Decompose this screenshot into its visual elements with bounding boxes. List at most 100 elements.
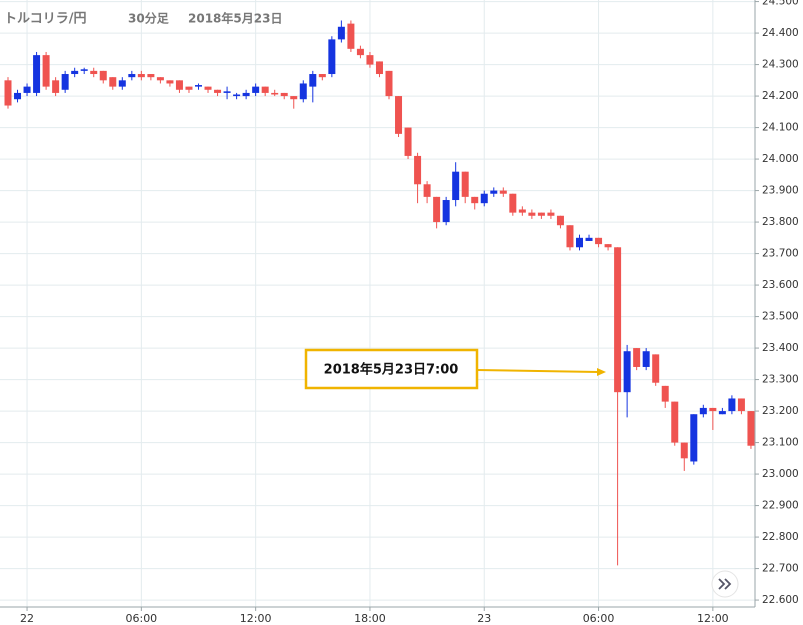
candle-body (737, 398, 745, 412)
y-tick-label: 23.500 (762, 311, 799, 323)
candle-body (299, 83, 307, 100)
candle-body (328, 39, 336, 75)
candle-body (614, 247, 622, 393)
annotation-arrow (476, 369, 599, 373)
candle-body (280, 92, 288, 97)
y-tick-label: 24.200 (762, 90, 799, 102)
interval: 30分足 (128, 11, 169, 26)
candle-body (223, 91, 231, 93)
candle-body (214, 89, 222, 93)
candle-body (471, 196, 479, 204)
candle-body (137, 74, 145, 78)
candle-body (290, 96, 298, 100)
candle-body (356, 48, 364, 56)
candle-body (118, 80, 126, 87)
candle-body (61, 74, 69, 90)
candle-body (537, 212, 545, 216)
candle-body (433, 196, 441, 223)
candle-body (414, 155, 422, 185)
annotation-text: 2018年5月23日7:00 (324, 362, 459, 378)
candle-body (375, 61, 383, 75)
x-tick-label: 22 (20, 612, 34, 625)
candle-body (52, 80, 60, 93)
candle-body (718, 411, 726, 415)
y-tick-label: 24.000 (762, 153, 799, 165)
candle-body (671, 401, 679, 443)
candle-body (185, 86, 193, 90)
annotation-arrowhead (597, 368, 606, 376)
x-tick-label: 06:00 (125, 612, 157, 625)
candle-body (518, 209, 526, 213)
title: トルコリラ/円 (4, 12, 87, 27)
candle-body (395, 96, 403, 134)
y-tick-label: 24.300 (762, 59, 799, 71)
candle-body (71, 70, 79, 75)
candle-body (404, 127, 412, 156)
candle-body (42, 55, 50, 87)
candle-body (633, 348, 641, 367)
candle-body (661, 385, 669, 402)
y-tick-label: 24.400 (762, 27, 799, 39)
y-tick-label: 22.900 (762, 500, 799, 512)
x-tick-label: 12:00 (240, 612, 272, 625)
x-tick-label: 06:00 (583, 612, 615, 625)
candle-body (566, 225, 574, 248)
button-icon[interactable] (718, 578, 732, 590)
candle-body (499, 190, 507, 194)
candle-body (14, 92, 22, 100)
candle-body (699, 407, 707, 415)
y-tick-label: 24.500 (762, 0, 799, 8)
candle-body (576, 237, 583, 248)
candle-body (528, 212, 536, 216)
candle-body (175, 80, 183, 90)
x-tick-label: 23 (477, 612, 491, 625)
candle-body (337, 26, 345, 40)
candle-body (423, 184, 431, 197)
y-tick-label: 23.000 (762, 468, 799, 480)
candle-body (604, 244, 612, 248)
y-tick-label: 23.900 (762, 185, 799, 197)
candle-body (747, 411, 755, 446)
candle-body (23, 86, 31, 93)
candle-body (595, 237, 603, 245)
scroll-button[interactable] (711, 570, 739, 598)
candle-body (233, 94, 241, 97)
candle-body (109, 77, 117, 87)
candle-body (252, 86, 260, 93)
candle-body (309, 74, 317, 87)
candle-body (166, 80, 174, 84)
candle-body (195, 85, 202, 87)
candle-body (709, 407, 717, 412)
candle-body (652, 354, 660, 383)
y-tick-label: 23.600 (762, 279, 799, 291)
candle-body (642, 351, 650, 367)
y-tick-label: 24.100 (762, 122, 799, 134)
x-tick-label: 12:00 (697, 612, 729, 625)
candle-body (585, 237, 593, 241)
candle-body (728, 398, 736, 412)
y-tick-label: 23.400 (762, 342, 799, 354)
candle-body (242, 92, 250, 97)
candle-body (366, 55, 374, 65)
candle-body (99, 70, 107, 81)
candle-body (452, 171, 460, 201)
candle-body (204, 86, 212, 90)
y-tick-label: 22.600 (762, 594, 799, 606)
candle-body (318, 74, 326, 78)
candle-body (680, 442, 688, 459)
x-tick-label: 18:00 (354, 612, 386, 625)
candle-body (156, 77, 164, 81)
candle-body (147, 74, 155, 78)
annotation-box (304, 348, 479, 390)
candle-body (347, 23, 355, 49)
y-tick-label: 23.100 (762, 437, 799, 449)
candle-body (480, 193, 488, 204)
candle-body (690, 414, 698, 462)
date: 2018年5月23日 (188, 11, 282, 26)
candle-body (385, 70, 393, 97)
y-tick-label: 22.800 (762, 531, 799, 543)
candle-body (509, 193, 517, 213)
candle-body (461, 171, 469, 197)
